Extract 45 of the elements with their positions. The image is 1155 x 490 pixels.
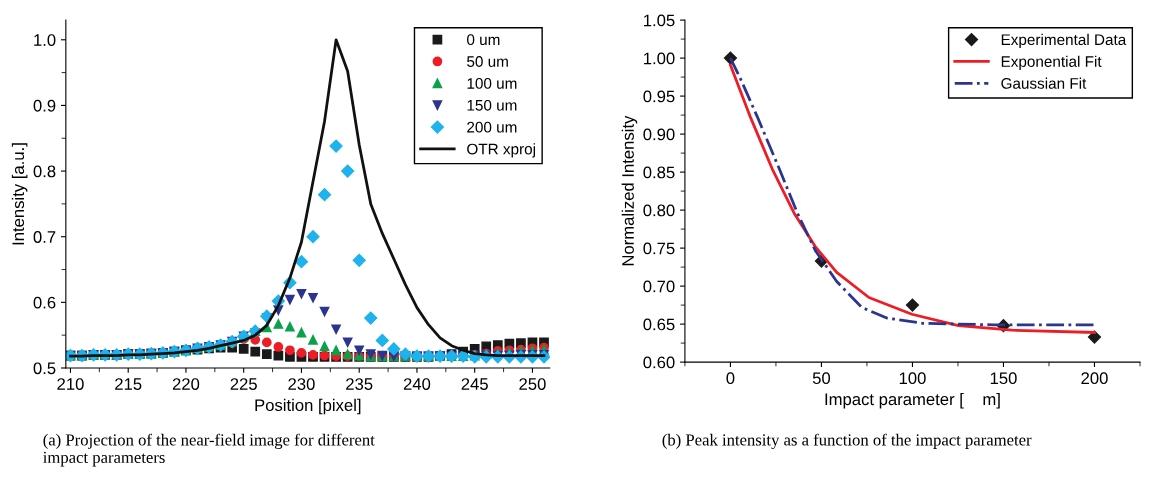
x-tick-label: 230: [288, 378, 315, 390]
x-tick-label: 225: [230, 378, 257, 390]
y-tick-label: 0.65: [643, 318, 675, 331]
x-tick-label: 220: [172, 378, 200, 390]
legend-label: 150 um: [467, 99, 517, 111]
x-axis-title: Position [pixel]: [255, 398, 361, 415]
legend-label: 50 um: [467, 56, 508, 67]
y-axis-title: Normalized Intensity: [621, 115, 638, 266]
y-tick-label: 0.80: [643, 204, 675, 217]
x-tick-label: 0: [726, 372, 735, 385]
y-tick-label: 0.75: [643, 242, 675, 255]
y-tick-label: 1.0: [34, 34, 56, 46]
text: (b) Peak intensity as a function of the impact parameter: [662, 433, 1032, 449]
y-tick-label: 0.5: [33, 362, 56, 375]
x-tick-label: 150: [990, 372, 1017, 385]
y-tick-label: 0.90: [643, 128, 675, 141]
y-tick-label: 0.85: [643, 166, 675, 179]
y-tick-label: 1.05: [644, 14, 675, 27]
text: (a) Projection of the near-field image for different impact parameters: [43, 433, 375, 467]
y-tick-label: 0.70: [643, 280, 675, 293]
y-tick-label: 0.9: [33, 99, 56, 112]
x-tick-label: 245: [461, 378, 488, 390]
y-tick-label: 0.8: [33, 165, 56, 178]
legend-label: 100 um: [467, 78, 517, 89]
x-tick-label: 200: [1081, 372, 1108, 385]
x-tick-label: 235: [346, 378, 373, 390]
y-tick-label: 0.60: [643, 356, 675, 369]
x-tick-label: 240: [403, 378, 431, 390]
y-tick-label: 0.6: [33, 296, 56, 309]
x-tick-label: 215: [115, 378, 142, 390]
x-axis-title: Impact parameter [ m]: [825, 392, 1000, 409]
x-tick-label: 210: [57, 378, 84, 390]
y-tick-label: 0.95: [643, 90, 675, 103]
legend-label: 0 um: [467, 34, 500, 46]
legend-label: OTR xproj: [467, 143, 535, 158]
legend-label: Gaussian Fit: [1001, 77, 1087, 89]
legend-label: 200 um: [467, 121, 517, 133]
legend-label: Experimental Data: [1001, 33, 1127, 49]
legend-label: Exponential Fit: [1001, 55, 1102, 70]
y-tick-label: 1.00: [644, 52, 675, 65]
y-axis-title: Intensity [a.u.]: [11, 143, 28, 245]
x-tick-label: 100: [899, 372, 926, 385]
y-tick-label: 0.7: [33, 231, 56, 243]
x-tick-label: 250: [519, 378, 546, 390]
x-tick-label: 50: [812, 372, 831, 385]
